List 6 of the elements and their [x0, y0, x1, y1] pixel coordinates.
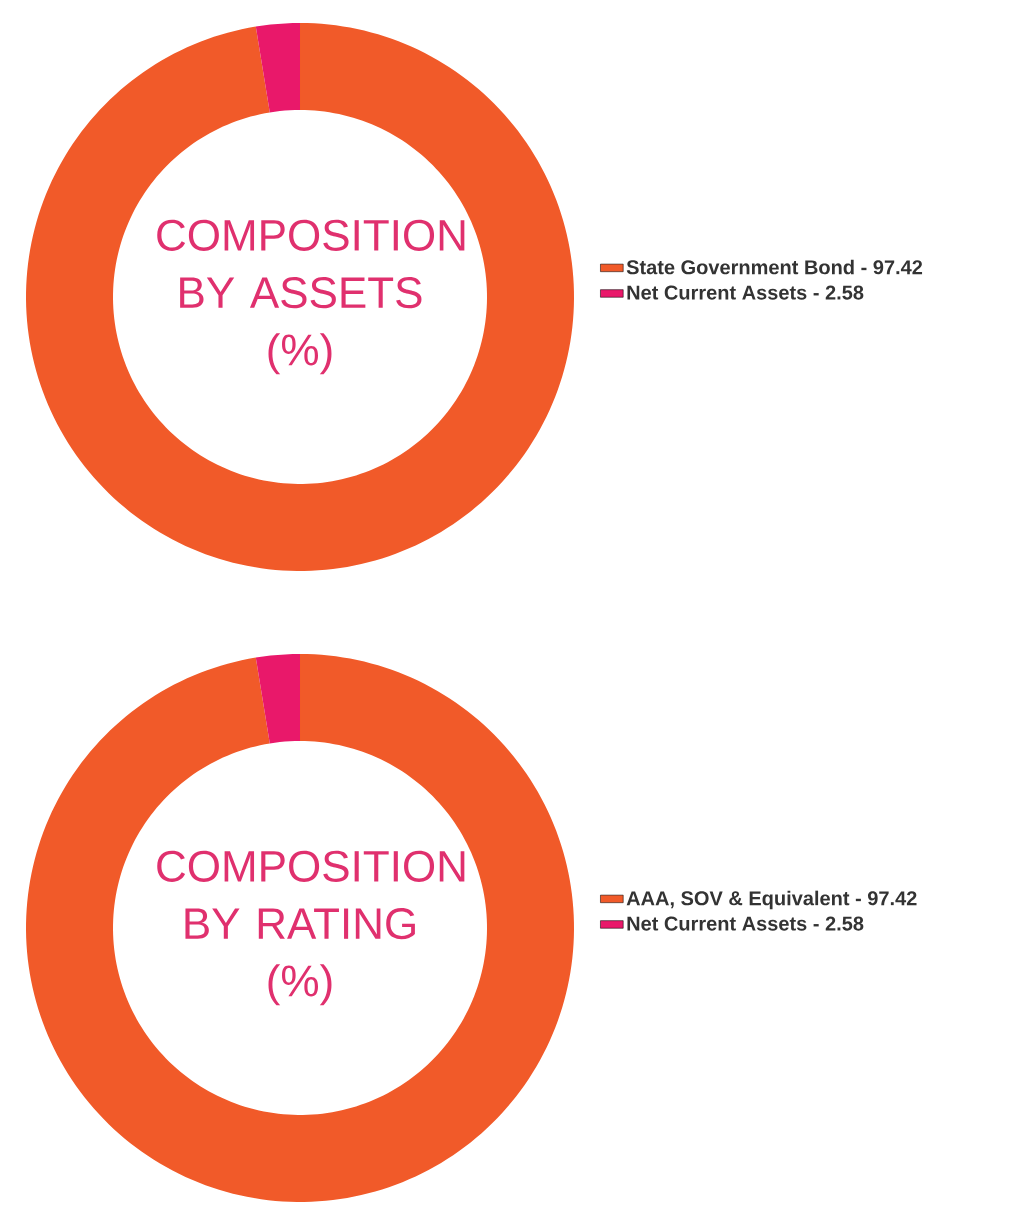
text: COMPOSITION BY ASSETS (%) — [157, 219, 465, 375]
legend-label: AAA, SOV & Equivalent - 97.42 — [626, 890, 917, 910]
legend-label: Net Current Assets - 2.58 — [627, 285, 864, 300]
text: COMPOSITION BY RATING (%) — [157, 850, 465, 1006]
legend-label: Net Current Assets - 2.58 — [627, 916, 864, 931]
legend-label: State Government Bond - 97.42 — [626, 259, 923, 275]
